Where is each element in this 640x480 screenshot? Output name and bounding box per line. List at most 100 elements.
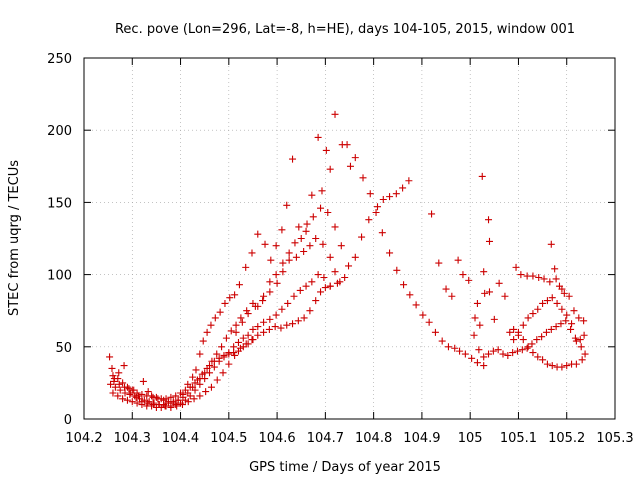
data-point: [110, 377, 118, 385]
data-point: [567, 325, 575, 333]
data-point: [235, 281, 243, 289]
data-point: [319, 240, 327, 248]
data-point: [167, 403, 175, 411]
data-point: [524, 343, 532, 351]
x-tick-label: 105.3: [596, 431, 633, 446]
data-point: [448, 292, 456, 300]
data-point: [331, 110, 339, 118]
data-point: [485, 350, 493, 358]
data-point: [562, 317, 570, 325]
data-point: [551, 265, 559, 273]
data-point: [456, 347, 464, 355]
data-point: [309, 213, 317, 221]
data-point: [261, 240, 269, 248]
data-point: [109, 389, 117, 397]
data-point: [260, 292, 268, 300]
data-point: [331, 223, 339, 231]
data-point: [558, 285, 566, 293]
data-point: [543, 297, 551, 305]
data-point: [512, 263, 520, 271]
data-point: [107, 380, 115, 388]
data-point: [230, 349, 238, 357]
data-point: [296, 286, 304, 294]
data-point: [266, 288, 274, 296]
data-point: [346, 162, 354, 170]
data-point: [290, 292, 298, 300]
data-point: [343, 141, 351, 149]
data-point: [249, 336, 257, 344]
data-point: [216, 308, 224, 316]
data-point: [272, 311, 280, 319]
data-point: [379, 196, 387, 204]
data-point: [553, 299, 561, 307]
y-tick-labels: 0 50 100 150 200 250: [47, 52, 72, 428]
data-point: [480, 353, 488, 361]
data-point: [213, 376, 221, 384]
data-point: [128, 386, 136, 394]
x-tick-label: 104.7: [307, 431, 344, 446]
data-point: [475, 346, 483, 354]
data-point: [514, 328, 522, 336]
data-point: [254, 331, 262, 339]
data-point: [529, 272, 537, 280]
data-point: [215, 354, 223, 362]
data-point: [495, 279, 503, 287]
data-point: [314, 133, 322, 141]
data-point: [291, 239, 299, 247]
data-point: [351, 253, 359, 261]
data-point: [272, 271, 280, 279]
data-point: [345, 262, 353, 270]
data-point: [454, 256, 462, 264]
data-point: [191, 379, 199, 387]
y-tick-label: 50: [55, 341, 72, 356]
data-point: [563, 362, 571, 370]
data-point: [509, 349, 517, 357]
data-point: [218, 343, 226, 351]
data-point: [468, 354, 476, 362]
data-point: [572, 337, 580, 345]
data-point: [128, 398, 136, 406]
data-point: [111, 383, 119, 391]
data-point: [485, 237, 493, 245]
data-point: [190, 395, 198, 403]
x-tick-label: 104.6: [258, 431, 295, 446]
data-point: [318, 187, 326, 195]
data-point: [114, 375, 122, 383]
data-point: [534, 353, 542, 361]
data-point: [119, 395, 127, 403]
data-point: [473, 359, 481, 367]
data-point: [278, 226, 286, 234]
data-point: [260, 328, 268, 336]
data-point: [260, 318, 268, 326]
data-point: [294, 317, 302, 325]
data-point: [242, 263, 250, 271]
data-point: [341, 273, 349, 281]
grid-lines: [84, 58, 615, 419]
data-point: [336, 278, 344, 286]
y-tick-label: 100: [47, 269, 72, 284]
data-point: [524, 314, 532, 322]
data-point: [123, 396, 131, 404]
data-point: [546, 278, 554, 286]
data-point: [259, 297, 267, 305]
data-point: [145, 398, 153, 406]
data-point: [513, 347, 521, 355]
data-point: [248, 249, 256, 257]
data-point: [312, 297, 320, 305]
x-tick-label: 104.8: [355, 431, 392, 446]
data-point: [251, 302, 259, 310]
data-point: [570, 307, 578, 315]
data-point: [267, 256, 275, 264]
data-point: [277, 324, 285, 332]
y-tick-label: 0: [64, 413, 72, 428]
data-point: [186, 383, 194, 391]
data-point: [178, 401, 186, 409]
data-point: [152, 393, 160, 401]
data-point: [144, 388, 152, 396]
data-point: [173, 402, 181, 410]
data-point: [501, 292, 509, 300]
data-point: [297, 235, 305, 242]
data-point: [372, 209, 380, 217]
data-point: [285, 256, 293, 264]
data-point: [254, 230, 262, 238]
